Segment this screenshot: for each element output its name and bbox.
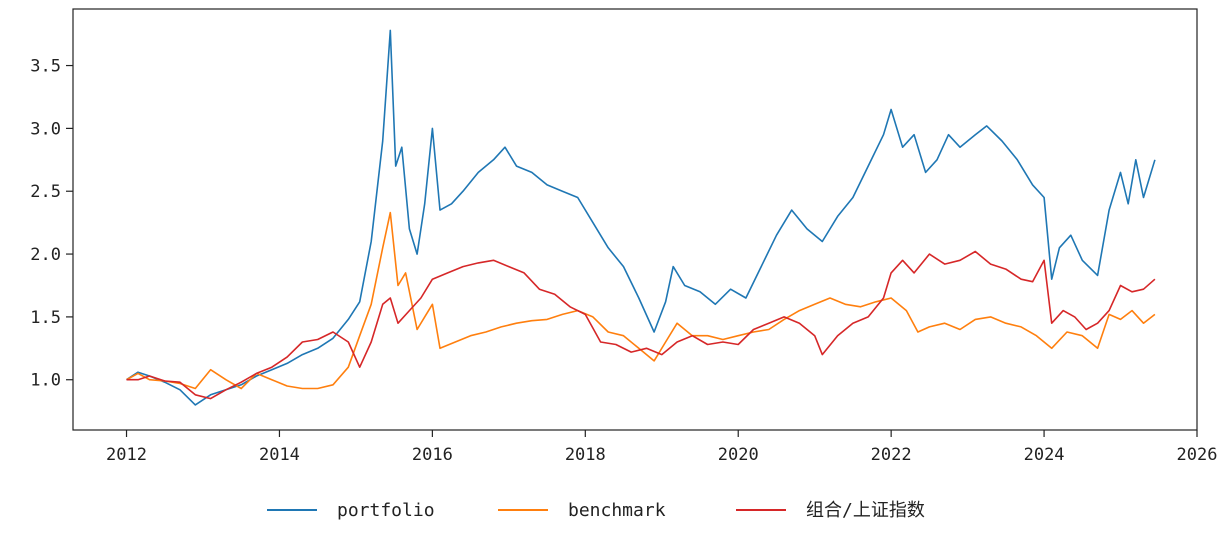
x-axis: 2012 2014 2016 2018 2020 2022 2024 2026 (106, 430, 1217, 465)
legend-label-2: 组合/上证指数 (806, 500, 925, 521)
legend-label-0: portfolio (337, 500, 435, 521)
x-tick-label: 2020 (718, 445, 759, 465)
x-tick-label: 2026 (1177, 445, 1218, 465)
plot-frame (72, 8, 1198, 431)
x-tick-label: 2016 (412, 445, 453, 465)
series-line-0 (126, 29, 1156, 406)
y-tick-label: 3.0 (30, 119, 61, 139)
y-tick-label: 2.0 (30, 245, 61, 265)
x-tick-label: 2018 (565, 445, 606, 465)
legend-label-1: benchmark (568, 500, 666, 521)
series-line-2 (126, 250, 1156, 400)
y-tick-label: 1.0 (30, 371, 61, 391)
series-layer (126, 29, 1156, 406)
y-tick-label: 1.5 (30, 308, 61, 328)
y-tick-label: 3.5 (30, 57, 61, 77)
y-tick-label: 2.5 (30, 182, 61, 202)
x-tick-label: 2022 (871, 445, 912, 465)
legend: portfolio benchmark 组合/上证指数 (267, 500, 925, 521)
x-tick-label: 2014 (259, 445, 300, 465)
x-tick-label: 2024 (1024, 445, 1065, 465)
y-axis: 1.0 1.5 2.0 2.5 3.0 3.5 (30, 57, 73, 391)
x-tick-label: 2012 (106, 445, 147, 465)
series-line-1 (126, 211, 1156, 390)
